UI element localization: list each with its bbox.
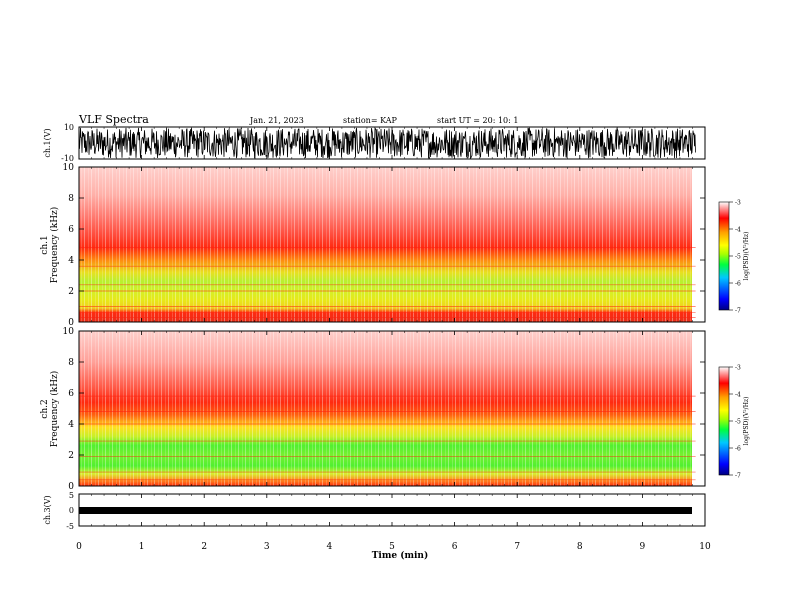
x-tick-label: 10 — [699, 542, 711, 552]
ch3-wave-tick-mid: 0 — [69, 506, 74, 515]
ch1-waveform-panel: 10 -10 ch.1(V) — [43, 123, 706, 163]
ch1-spectrogram-panel: 0 2 4 6 8 10 ch.1 Frequency (kHz) — [40, 163, 706, 328]
x-tick-label: 5 — [389, 542, 395, 552]
ch3-waveform-band — [79, 507, 692, 514]
x-tick-label: 1 — [139, 542, 145, 552]
ch2-ytick-label: 4 — [68, 420, 74, 430]
ch1-waveform-trace — [78, 126, 696, 160]
station-label: station= KAP — [343, 116, 398, 125]
date-label: Jan. 21, 2023 — [249, 116, 304, 125]
x-axis: 0 1 2 3 4 5 6 7 8 9 10 — [76, 127, 711, 552]
colorbar-tick-label: -7 — [735, 308, 741, 315]
ch1-ytick-label: 4 — [68, 256, 74, 266]
ch2-ytick-label: 6 — [68, 389, 74, 399]
x-tick-label: 4 — [327, 542, 333, 552]
ch1-ytick-label: 10 — [63, 163, 75, 173]
colorbar-tick-label: -3 — [735, 200, 741, 207]
ch1-wave-tick-bottom: -10 — [61, 154, 74, 163]
ch1-wave-ylabel: ch.1(V) — [43, 128, 52, 157]
colorbar-ch1-label: log(PSD)(V²/Hz) — [743, 232, 750, 281]
ch2-ytick-label: 8 — [68, 358, 74, 368]
colorbar-tick-label: -7 — [735, 473, 741, 480]
ch2-spec-ylabel: Frequency (kHz) — [49, 371, 60, 448]
ch1-ytick-label: 0 — [68, 318, 74, 328]
x-tick-label: 6 — [452, 542, 458, 552]
colorbar-tick-label: -5 — [735, 254, 741, 261]
colorbar-tick-label: -4 — [735, 392, 741, 399]
ch3-wave-ylabel: ch.3(V) — [43, 495, 52, 524]
ch1-ytick-label: 2 — [68, 287, 74, 297]
ch1-spec-ylabel: Frequency (kHz) — [49, 207, 60, 284]
ch1-ytick-label: 6 — [68, 225, 74, 235]
x-tick-label: 2 — [201, 542, 207, 552]
x-axis-label: Time (min) — [372, 550, 429, 561]
figure-title: VLF Spectra — [78, 113, 149, 126]
colorbar-ch2: log(PSD)(V²/Hz) -3 -4 -5 -6 -7 — [718, 365, 750, 480]
ch1-wave-tick-top: 10 — [64, 123, 74, 132]
colorbar-tick-label: -3 — [735, 365, 741, 372]
x-tick-label: 3 — [264, 542, 270, 552]
x-tick-label: 7 — [514, 542, 520, 552]
ch3-wave-tick-top: 5 — [69, 491, 74, 500]
colorbar-tick-label: -5 — [735, 419, 741, 426]
ch2-spec-ylabel-top: ch.2 — [40, 399, 50, 418]
x-tick-label: 8 — [577, 542, 583, 552]
ch2-ytick-label: 10 — [63, 327, 75, 337]
colorbar-ch1: log(PSD)(V²/Hz) -3 -4 -5 -6 -7 — [718, 200, 750, 315]
x-tick-label: 0 — [76, 542, 82, 552]
ch3-wave-tick-bottom: -5 — [66, 522, 74, 531]
start-time-label: start UT = 20: 10: 1 — [437, 116, 518, 125]
ch3-waveform-panel: 5 0 -5 ch.3(V) — [43, 491, 706, 531]
colorbar-tick-label: -6 — [735, 281, 741, 288]
colorbar-tick-label: -6 — [735, 446, 741, 453]
x-tick-label: 9 — [640, 542, 646, 552]
ch2-spectrogram-panel: 0 2 4 6 8 10 ch.2 Frequency (kHz) — [40, 327, 706, 492]
ch2-ytick-label: 2 — [68, 451, 74, 461]
colorbar-ch2-label: log(PSD)(V²/Hz) — [743, 397, 750, 446]
ch1-spec-ylabel-top: ch.1 — [40, 235, 50, 254]
ch1-ytick-label: 8 — [68, 194, 74, 204]
colorbar-tick-label: -4 — [735, 227, 741, 234]
ch2-ytick-label: 0 — [68, 482, 74, 492]
